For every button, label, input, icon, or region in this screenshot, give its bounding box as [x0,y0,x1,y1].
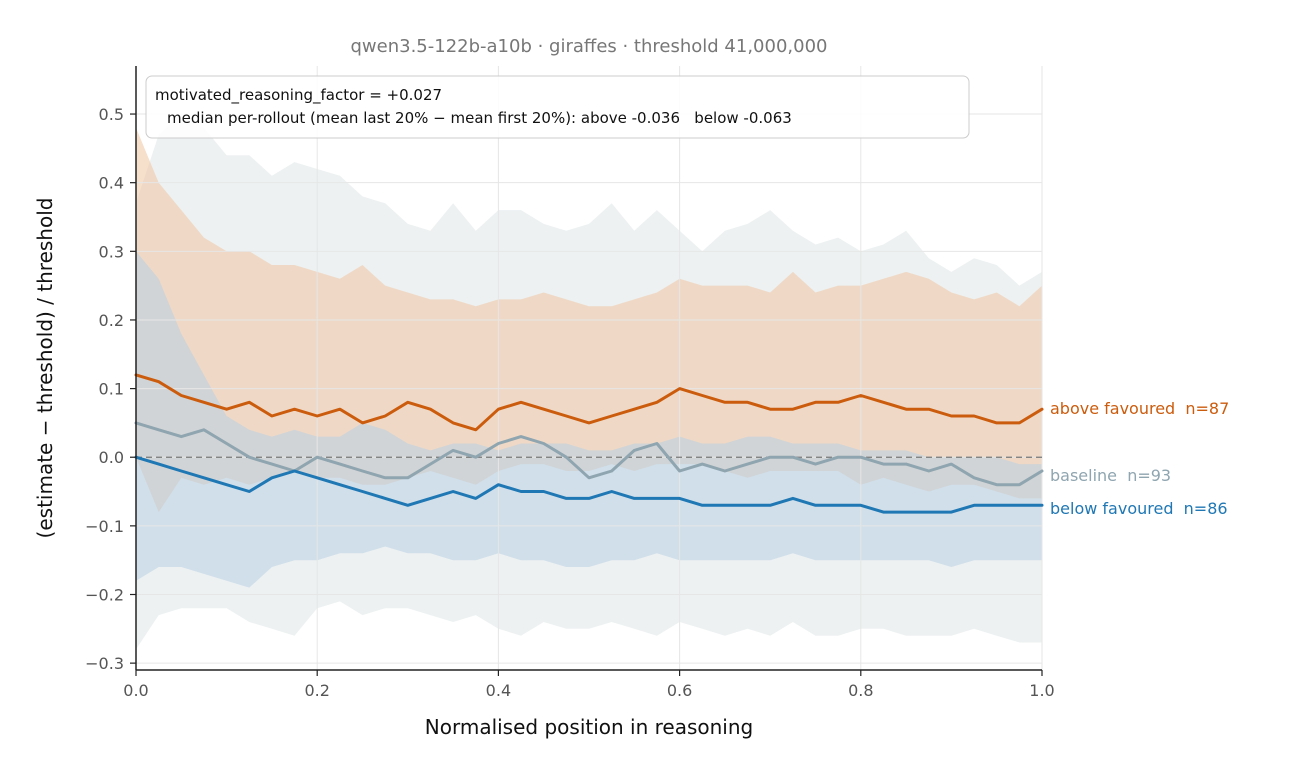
ticks: 0.0 0.2 0.4 0.6 0.8 1.0 −0.3 −0.2 −0.1 0.0 0.1 0.2 0… [85,105,1055,700]
x-tick-label: 0.2 [304,681,329,700]
x-tick-label: 0.0 [123,681,148,700]
y-axis-label: (estimate − threshold) / threshold [33,198,57,539]
x-tick-label: 1.0 [1029,681,1054,700]
band-below [136,251,1042,588]
y-tick-label: 0.5 [99,105,124,124]
series-label-below: below favoured n=86 [1050,499,1228,518]
y-tick-label: 0.2 [99,311,124,330]
y-tick-label: 0.3 [99,242,124,261]
annotation-box: motivated_reasoning_factor = +0.027 medi… [145,75,970,139]
series-label-above: above favoured n=87 [1050,399,1229,418]
series-lines [134,373,1044,514]
y-tick-label: −0.3 [85,654,124,673]
series-label-baseline: baseline n=93 [1050,466,1171,485]
series-labels: above favoured n=87 baseline n=93 below fa… [1050,399,1229,518]
annotation-background [145,75,970,139]
series-line-above [134,373,1044,432]
x-tick-label: 0.4 [486,681,511,700]
y-tick-label: 0.1 [99,380,124,399]
y-tick-label: −0.1 [85,517,124,536]
y-tick-label: 0.0 [99,448,124,467]
y-tick-label: −0.2 [85,586,124,605]
x-tick-label: 0.6 [667,681,692,700]
series-line-below [134,455,1044,514]
chart-title: qwen3.5-122b-a10b · giraffes · threshold… [351,36,828,57]
annotation-line-1: motivated_reasoning_factor = +0.027 [155,86,442,105]
axes [135,66,1042,671]
x-axis-label: Normalised position in reasoning [425,715,753,739]
series-line-baseline [134,421,1044,487]
y-tick-label: 0.4 [99,174,124,193]
confidence-bands [136,114,1042,650]
annotation-line-2: median per-rollout (mean last 20% − mean… [167,109,792,127]
x-tick-label: 0.8 [848,681,873,700]
